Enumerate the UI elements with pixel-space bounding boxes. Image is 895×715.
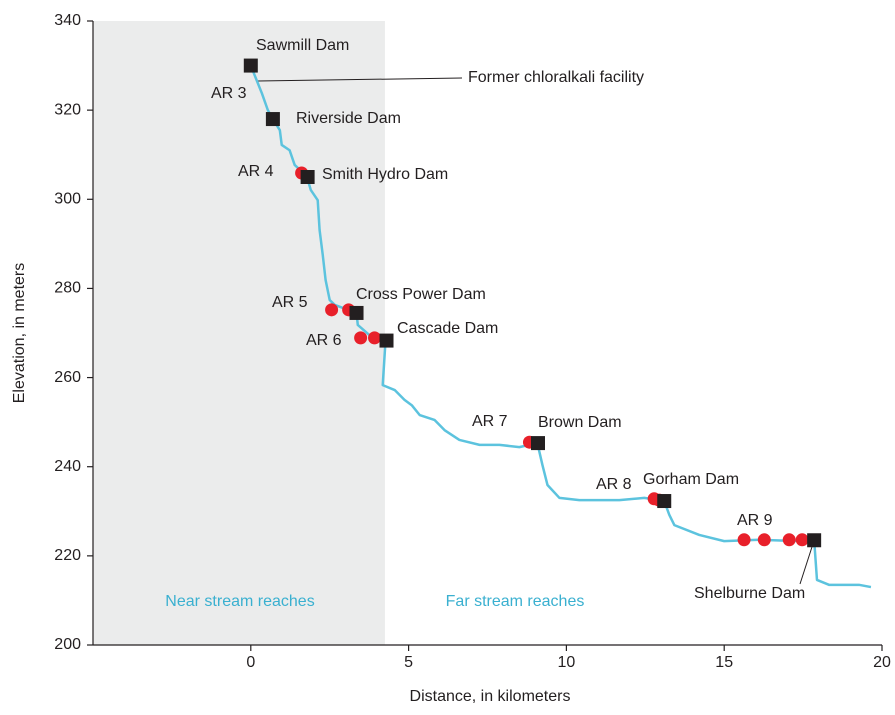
site-point — [795, 533, 809, 547]
x-tick-label: 10 — [558, 654, 576, 671]
x-tick-label: 0 — [246, 654, 255, 671]
site-point — [782, 533, 796, 547]
dam-marker — [657, 494, 672, 509]
region-label: Near stream reaches — [165, 593, 314, 610]
dam-label: Brown Dam — [538, 414, 622, 431]
leader-line — [257, 77, 463, 82]
site-point — [757, 533, 771, 547]
y-axis-label: Elevation, in meters — [11, 263, 28, 404]
dam-marker — [300, 170, 315, 184]
region-label: Far stream reaches — [446, 593, 585, 610]
shaded-region — [93, 21, 385, 645]
x-tick-label: 5 — [404, 654, 413, 671]
dam-label: Riverside Dam — [296, 110, 401, 127]
site-label: AR 8 — [596, 476, 632, 493]
dam-marker — [807, 533, 822, 548]
y-tick-label: 220 — [54, 547, 81, 564]
dam-marker — [349, 305, 364, 320]
dam-label: Sawmill Dam — [256, 37, 349, 54]
leader-line — [799, 540, 815, 585]
site-point — [368, 331, 382, 345]
dam-label: Smith Hydro Dam — [322, 166, 448, 183]
y-tick-label: 240 — [54, 458, 81, 475]
y-tick-label: 340 — [54, 12, 81, 29]
dam-marker — [530, 436, 545, 451]
y-tick-label: 300 — [54, 191, 81, 208]
y-tick-label: 260 — [54, 369, 81, 386]
y-tick-label: 320 — [54, 101, 81, 118]
annotation: Former chloralkali facility — [468, 69, 644, 86]
site-label: AR 5 — [272, 294, 308, 311]
site-point — [737, 533, 751, 547]
dam-label: Shelburne Dam — [694, 585, 805, 602]
x-axis-label: Distance, in kilometers — [410, 688, 571, 705]
y-tick-label: 280 — [54, 280, 81, 297]
site-label: AR 4 — [238, 163, 274, 180]
site-point — [325, 303, 339, 317]
site-label: AR 6 — [306, 332, 342, 349]
x-tick-label: 15 — [715, 654, 733, 671]
y-tick-label: 200 — [54, 636, 81, 653]
x-tick-label: 20 — [873, 654, 891, 671]
dam-marker — [379, 333, 394, 348]
dam-label: Gorham Dam — [643, 471, 739, 488]
dam-marker — [265, 112, 280, 127]
site-label: AR 3 — [211, 85, 247, 102]
site-label: AR 7 — [472, 413, 508, 430]
site-label: AR 9 — [737, 512, 773, 529]
dam-label: Cascade Dam — [397, 320, 498, 337]
dam-label: Cross Power Dam — [356, 286, 486, 303]
site-point — [354, 331, 368, 345]
dam-marker — [243, 58, 258, 73]
